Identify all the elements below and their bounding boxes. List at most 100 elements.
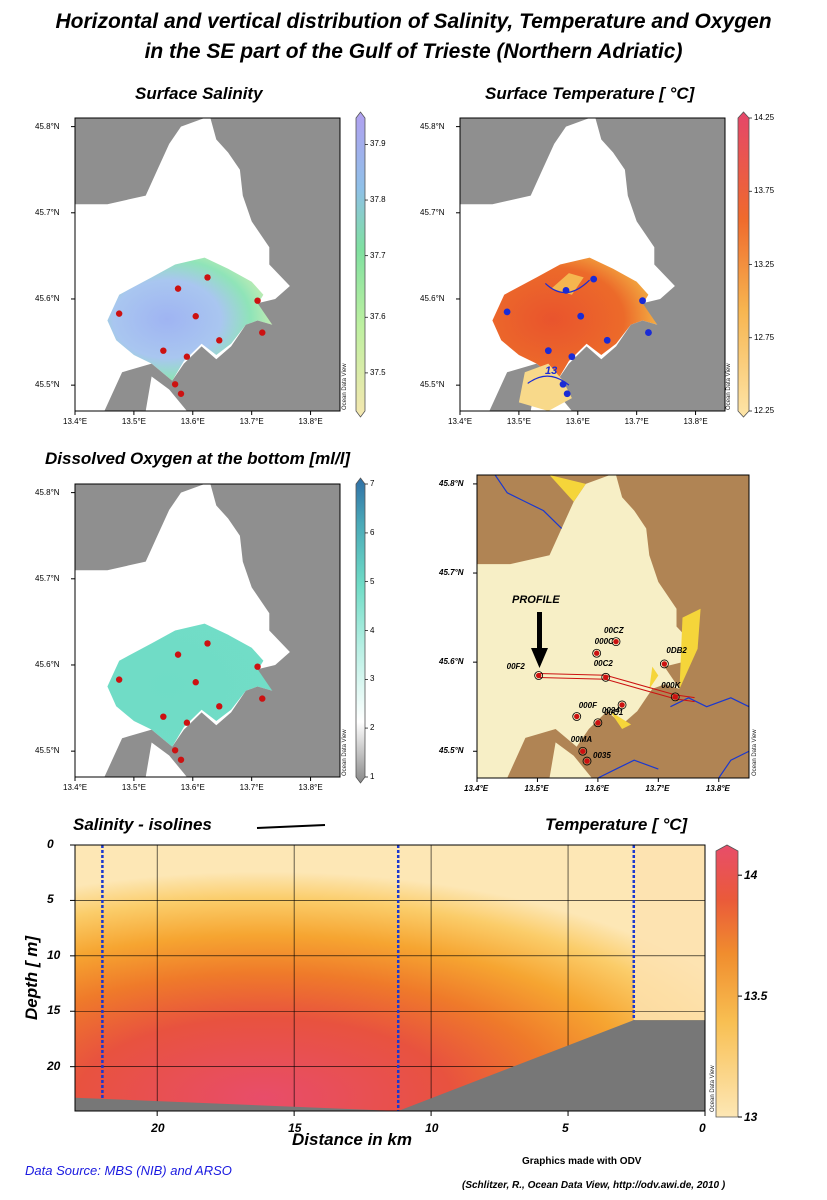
station-label: 0024 [601, 705, 620, 715]
y-axis-label: Depth [ m] [22, 935, 41, 1020]
station-marker [254, 663, 261, 670]
cool-patch-south [518, 363, 572, 411]
station-marker [259, 329, 266, 336]
station-label: 00MA [570, 735, 593, 745]
colorbar-label: 37.6 [370, 312, 386, 322]
temperature-section-label: Temperature [ °C] [545, 815, 688, 834]
lon-tick-label: 13.8°E [298, 417, 323, 426]
station-marker [672, 694, 678, 700]
station-label: 00CZ [604, 625, 624, 635]
section-plot-area [75, 845, 705, 1111]
station-marker [160, 347, 167, 354]
station-marker [171, 747, 179, 754]
x-tick-label: 5 [562, 1121, 569, 1135]
lon-tick-label: 13.8°E [705, 784, 730, 793]
coastal-lowland [549, 475, 586, 502]
lon-tick-label: 13.5°E [506, 417, 531, 426]
lon-tick-label: 13.6°E [180, 783, 205, 792]
x-axis-label: Distance in km [292, 1130, 412, 1149]
station-label: 00F2 [506, 661, 525, 671]
land-italy [477, 475, 610, 565]
station-marker [639, 297, 646, 305]
y-tick-label: 5 [47, 892, 54, 907]
odv-watermark: Ocean Data View [342, 363, 348, 410]
colorbar-label: 14.25 [754, 113, 775, 122]
map-sal-frame [74, 117, 341, 412]
colorbar-label: 37.7 [370, 250, 386, 260]
station-map-frame [476, 474, 750, 779]
colorbar-label: 13.25 [754, 259, 775, 269]
station-marker [580, 748, 586, 754]
station-marker [577, 312, 585, 320]
lon-tick-label: 13.5°E [524, 784, 549, 793]
station-marker [183, 719, 191, 726]
oxygen-panel-title: Dissolved Oxygen at the bottom [ml/l] [45, 449, 351, 468]
colorbar-label: 13.5 [744, 989, 768, 1004]
station-marker [503, 308, 511, 316]
map-oxy-frame [74, 483, 341, 778]
station-marker [603, 336, 611, 344]
lat-tick-label: 45.5°N [35, 746, 60, 756]
station-marker [595, 720, 601, 726]
salinity-isolines-label: Salinity - isolines [73, 815, 212, 834]
station-map-plot-area [477, 475, 749, 778]
station-marker [593, 650, 600, 656]
colorbar-label: 6 [370, 527, 375, 537]
colorbar-label: 37.8 [370, 195, 386, 205]
station-ring [592, 648, 602, 658]
contour-label: 13 [545, 365, 558, 377]
map-sal-plot-area [75, 118, 340, 411]
station-marker [584, 758, 590, 764]
colorbar-label: 37.5 [370, 367, 386, 377]
station-marker [562, 286, 570, 294]
station-marker [613, 638, 619, 645]
lat-tick-label: 45.8°N [439, 478, 464, 488]
y-tick-label: 15 [47, 1003, 61, 1018]
station-marker [174, 285, 182, 292]
station-marker [177, 390, 185, 397]
lon-tick-label: 13.8°E [683, 417, 708, 426]
lon-tick-label: 13.6°E [565, 417, 590, 426]
x-tick-label: 15 [288, 1121, 302, 1135]
station-label: 00C1 [604, 707, 624, 717]
station-marker [259, 695, 266, 702]
station-marker [192, 313, 199, 320]
colorbar-label: 2 [370, 723, 375, 733]
odv-watermark: Ocean Data View [710, 1065, 716, 1112]
lat-tick-label: 45.6°N [35, 293, 60, 303]
station-marker [645, 329, 652, 336]
map-oxy-field [107, 623, 279, 747]
station-ring [593, 718, 603, 728]
station-marker [177, 756, 185, 763]
station-label: 00C2 [593, 659, 613, 669]
station-label: 000F [578, 700, 597, 710]
lat-tick-label: 45.5°N [35, 380, 60, 390]
river [597, 759, 659, 778]
land-italy [75, 484, 205, 571]
lon-tick-label: 13.4°E [448, 417, 473, 426]
station-marker [661, 661, 668, 667]
lon-tick-label: 13.7°E [645, 784, 670, 793]
river [670, 697, 749, 708]
station-marker [216, 337, 223, 344]
map-sal-colorbar [355, 111, 366, 418]
station-marker [171, 381, 179, 388]
map-sal-field [107, 257, 279, 381]
station-marker [544, 347, 552, 355]
lat-tick-label: 45.8°N [35, 487, 60, 497]
lon-tick-label: 13.5°E [121, 417, 146, 426]
x-tick-label: 0 [699, 1121, 706, 1135]
colorbar-label: 14 [744, 868, 758, 883]
station-marker [204, 274, 211, 281]
colorbar-label: 13 [744, 1110, 758, 1124]
station-ring [572, 712, 582, 721]
lat-tick-label: 45.8°N [35, 121, 60, 131]
station-marker [216, 703, 223, 710]
lat-tick-label: 45.7°N [35, 573, 60, 583]
x-tick-label: 10 [425, 1121, 439, 1135]
station-marker [559, 380, 567, 388]
y-tick-label: 20 [47, 1058, 61, 1073]
